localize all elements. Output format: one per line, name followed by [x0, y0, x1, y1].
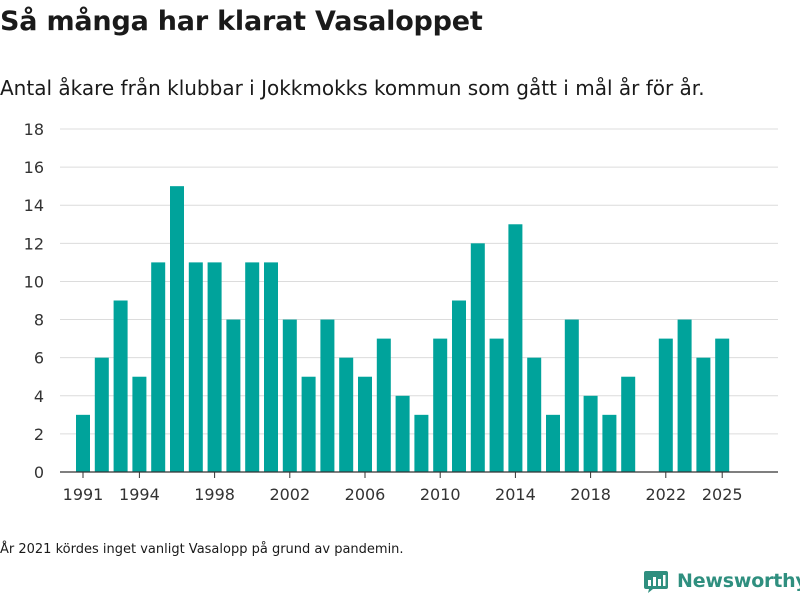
bar-2007[interactable]	[376, 338, 391, 472]
y-tick-label: 6	[34, 349, 44, 368]
bar-2000[interactable]	[245, 262, 260, 472]
x-tick-label: 2022	[645, 485, 686, 504]
bar-2025[interactable]	[715, 338, 730, 472]
x-tick-label: 1991	[63, 485, 104, 504]
bars	[76, 186, 730, 473]
newsworthy-logo-icon	[644, 571, 668, 593]
y-tick-label: 0	[34, 463, 44, 482]
newsworthy-logo[interactable]: Newsworthy	[643, 568, 800, 594]
bar-2022[interactable]	[658, 338, 673, 472]
bar-1995[interactable]	[151, 262, 166, 472]
x-tick-label: 2010	[420, 485, 461, 504]
y-tick-label: 16	[24, 158, 44, 177]
axes: 0 2 4 6 8 10 12 14 16 18 1991 1994 1998 2002 2006 2010 2…	[24, 120, 778, 504]
chart-subtitle: Antal åkare från klubbar i Jokkmokks kom…	[0, 76, 705, 100]
bar-2008[interactable]	[395, 395, 410, 472]
bar-2018[interactable]	[583, 395, 598, 472]
bar-1991[interactable]	[76, 414, 90, 472]
bar-2006[interactable]	[358, 376, 372, 472]
chart-title: Så många har klarat Vasaloppet	[0, 6, 483, 37]
bar-2013[interactable]	[489, 338, 504, 472]
bar-1992[interactable]	[94, 357, 109, 472]
bar-2017[interactable]	[564, 319, 579, 472]
bar-1999[interactable]	[226, 319, 241, 472]
y-tick-label: 8	[34, 311, 44, 330]
x-tick-label: 2025	[702, 485, 743, 504]
x-tick-label: 2006	[345, 485, 386, 504]
bar-2002[interactable]	[282, 319, 297, 472]
bar-2023[interactable]	[677, 319, 692, 472]
y-tick-label: 18	[24, 120, 44, 139]
bar-1998[interactable]	[207, 262, 222, 472]
bar-2004[interactable]	[320, 319, 335, 472]
y-tick-label: 10	[24, 272, 44, 291]
x-tick-label: 1994	[119, 485, 160, 504]
x-tick-label: 2014	[495, 485, 536, 504]
x-tick-label: 2018	[570, 485, 611, 504]
bar-1997[interactable]	[188, 262, 203, 472]
bar-2005[interactable]	[339, 357, 354, 472]
bar-2016[interactable]	[546, 414, 560, 472]
y-tick-label: 2	[34, 425, 44, 444]
bar-2012[interactable]	[470, 243, 485, 472]
bar-chart: 0 2 4 6 8 10 12 14 16 18 1991 1994 1998 2002 2006 2010 2…	[24, 120, 778, 504]
bar-2014[interactable]	[508, 224, 523, 472]
x-tick-label: 2002	[269, 485, 310, 504]
bar-2011[interactable]	[452, 300, 466, 473]
bar-2009[interactable]	[414, 414, 429, 472]
bar-1994[interactable]	[132, 376, 147, 472]
bar-1996[interactable]	[170, 186, 184, 472]
bar-2020[interactable]	[621, 376, 636, 472]
bar-2001[interactable]	[264, 262, 278, 472]
bar-2015[interactable]	[527, 357, 542, 472]
y-tick-label: 12	[24, 234, 44, 253]
bar-2024[interactable]	[696, 357, 711, 472]
x-tick-label: 1998	[194, 485, 235, 504]
y-tick-label: 4	[34, 387, 44, 406]
bar-1993[interactable]	[113, 300, 128, 473]
bar-2003[interactable]	[301, 376, 316, 472]
footnote: År 2021 kördes inget vanligt Vasalopp på…	[0, 542, 404, 557]
y-tick-label: 14	[24, 196, 44, 215]
bar-2010[interactable]	[433, 338, 448, 472]
bar-2019[interactable]	[602, 414, 617, 472]
brand-name: Newsworthy	[677, 570, 800, 592]
